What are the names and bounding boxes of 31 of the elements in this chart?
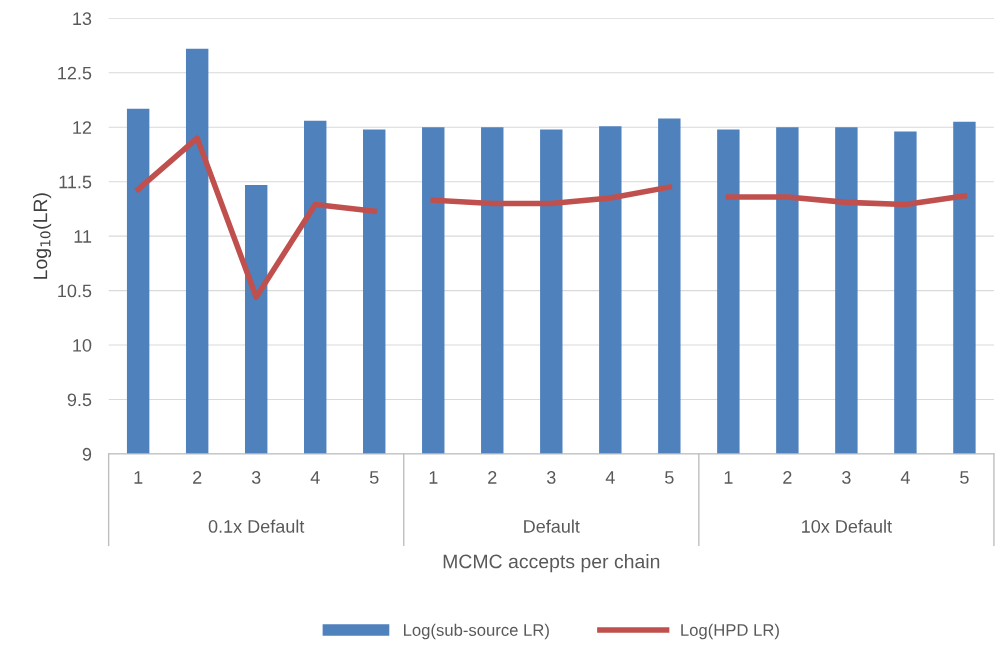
- x-tick-label: 4: [605, 471, 615, 484]
- y-tick-label: 11.5: [59, 175, 92, 189]
- text: 0.1x Default: [208, 519, 305, 533]
- legend-label: Log(HPD LR): [681, 623, 779, 640]
- x-tick-label: 3: [251, 471, 261, 484]
- x-tick-label: 1: [429, 471, 438, 484]
- x-axis-title: MCMC accepts per chain: [443, 554, 660, 573]
- y-tick-label: 9.5: [67, 393, 92, 407]
- x-tick-label: 2: [783, 471, 792, 484]
- y-axis-title: Log$_{10}$(LR): [33, 193, 52, 279]
- x-tick-label: 1: [134, 471, 143, 484]
- y-tick-label: 9: [82, 447, 92, 461]
- y-tick-label: 10.5: [58, 284, 92, 298]
- x-tick-label: 2: [488, 471, 497, 484]
- x-tick-label: 5: [369, 471, 379, 484]
- x-tick-label: 5: [960, 471, 969, 484]
- x-tick-label: 3: [842, 471, 851, 484]
- x-tick-label: 4: [900, 471, 910, 484]
- y-tick-label: 10: [73, 338, 92, 352]
- x-tick-label: 2: [193, 471, 202, 484]
- y-tick-label: 11: [74, 230, 92, 243]
- text: 10x Default: [802, 519, 892, 533]
- x-tick-label: 1: [724, 471, 733, 484]
- x-tick-label: 3: [546, 471, 556, 484]
- x-tick-label: 4: [310, 471, 320, 484]
- y-tick-label: 12.5: [58, 66, 92, 80]
- text: Default: [524, 519, 580, 533]
- y-tick-label: 13: [73, 12, 92, 26]
- legend-label: Log(sub-source LR): [404, 623, 549, 640]
- y-tick-label: 12: [73, 121, 92, 134]
- x-tick-label: 5: [665, 471, 674, 484]
